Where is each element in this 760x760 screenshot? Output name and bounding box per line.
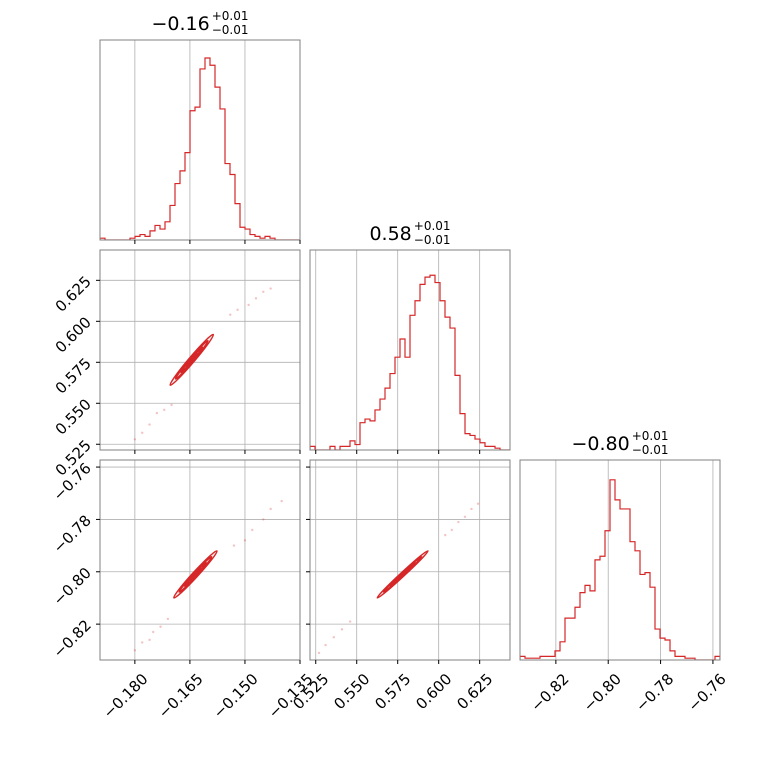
frame-layer: [99, 39, 721, 661]
outlier-point-2-0-10: [269, 507, 272, 511]
x-tick-label-0-2: −0.150: [210, 670, 262, 722]
outlier-point-2-1-9: [470, 507, 473, 511]
outlier-point-1-0-1: [141, 431, 144, 434]
title-plus-2: +0.01: [632, 429, 669, 443]
contour-level-2-0-3: [189, 567, 202, 581]
outlier-point-2-0-6: [232, 544, 236, 547]
outlier-point-2-0-9: [262, 518, 265, 521]
y-tick-label-1-1: 0.550: [52, 395, 95, 438]
y-tick-label-1-3: 0.600: [52, 313, 95, 356]
y-tick-label-1-2: 0.575: [52, 354, 95, 397]
contour-panel-2-0: [133, 499, 283, 652]
title-plus-0: +0.01: [212, 9, 249, 23]
title-median-1: 0.58: [369, 223, 411, 245]
x-tick-label-2-2: −0.78: [632, 670, 677, 715]
title-median-2: −0.80: [571, 433, 629, 455]
outlier-point-2-1-6: [450, 528, 454, 532]
outlier-point-1-0-7: [236, 308, 239, 312]
x-tick-label-0-1: −0.165: [155, 670, 207, 722]
histogram-0: [100, 57, 300, 240]
outlier-point-2-0-4: [159, 625, 162, 628]
outlier-point-2-0-0: [133, 649, 137, 652]
text-layer: −0.180 −0.165 −0.150 −0.1350.5250.5500.5750…: [50, 9, 730, 722]
panel-title-0: −0.16 +0.01−0.01: [151, 9, 248, 37]
histogram-2: [520, 479, 720, 660]
outlier-point-1-0-3: [155, 411, 159, 415]
panel-title-2: −0.80 +0.01−0.01: [571, 429, 668, 457]
outlier-point-1-0-11: [269, 287, 272, 290]
outlier-point-1-0-5: [170, 403, 173, 407]
outlier-point-2-0-7: [243, 539, 247, 542]
outlier-point-2-0-8: [251, 528, 254, 532]
x-tick-label-2-3: −0.76: [684, 670, 729, 715]
title-median-0: −0.16: [151, 13, 209, 35]
outlier-point-2-0-2: [148, 638, 151, 642]
x-tick-label-2-0: −0.82: [527, 670, 572, 715]
histogram-1: [310, 274, 510, 450]
panel-frame-1-0: [99, 249, 301, 451]
outlier-point-2-1-10: [476, 502, 480, 505]
outlier-point-1-0-2: [148, 423, 151, 426]
x-tick-label-1-2: 0.575: [371, 670, 414, 713]
contour-panel-2-1: [317, 502, 480, 655]
outlier-point-2-1-2: [332, 636, 335, 639]
panel-frame-1-1: [309, 249, 511, 451]
data-layer: [100, 57, 720, 660]
outlier-point-1-0-9: [254, 297, 258, 300]
y-tick-label-2-2: −0.78: [50, 512, 95, 557]
contour-level-2-1-3: [395, 567, 410, 581]
outlier-point-1-0-4: [163, 408, 166, 412]
outlier-point-2-0-3: [152, 630, 155, 634]
contour-panel-1-0: [133, 287, 272, 441]
outlier-point-2-1-7: [457, 520, 460, 524]
outlier-point-2-0-11: [280, 499, 283, 503]
outlier-point-2-0-1: [141, 641, 144, 644]
tick-layer: [96, 240, 714, 664]
outlier-point-2-0-5: [166, 617, 170, 621]
x-tick-label-1-3: 0.600: [412, 670, 455, 713]
title-minus-0: −0.01: [212, 23, 249, 37]
outlier-point-2-1-4: [348, 620, 352, 623]
panel-frame-0-0: [99, 39, 301, 241]
title-minus-1: −0.01: [414, 233, 451, 247]
outlier-point-1-0-0: [133, 438, 137, 441]
outlier-point-2-1-0: [317, 651, 321, 655]
x-tick-label-2-1: −0.80: [580, 670, 625, 715]
panel-frame-2-0: [99, 459, 301, 661]
panel-title-1: 0.58 +0.01−0.01: [369, 219, 450, 247]
x-tick-label-0-0: −0.180: [100, 670, 152, 722]
panel-frame-2-1: [309, 459, 511, 661]
x-tick-label-1-1: 0.550: [330, 670, 373, 713]
outlier-point-2-1-8: [463, 515, 467, 519]
title-minus-2: −0.01: [632, 443, 669, 457]
grid-layer: [100, 40, 714, 660]
title-plus-1: +0.01: [414, 219, 451, 233]
y-tick-label-1-4: 0.625: [52, 272, 95, 315]
y-tick-label-2-1: −0.80: [50, 564, 95, 609]
outlier-point-1-0-6: [229, 313, 232, 316]
outlier-point-2-1-5: [444, 533, 447, 537]
panel-frame-2-2: [519, 459, 721, 661]
outlier-point-1-0-8: [247, 303, 250, 307]
contour-level-1-0-3: [185, 352, 198, 368]
x-tick-label-1-4: 0.625: [453, 670, 496, 713]
y-tick-label-2-0: −0.82: [50, 616, 95, 661]
outlier-point-1-0-10: [262, 290, 265, 294]
outlier-point-2-1-1: [324, 643, 327, 647]
outlier-point-2-1-3: [340, 628, 344, 631]
